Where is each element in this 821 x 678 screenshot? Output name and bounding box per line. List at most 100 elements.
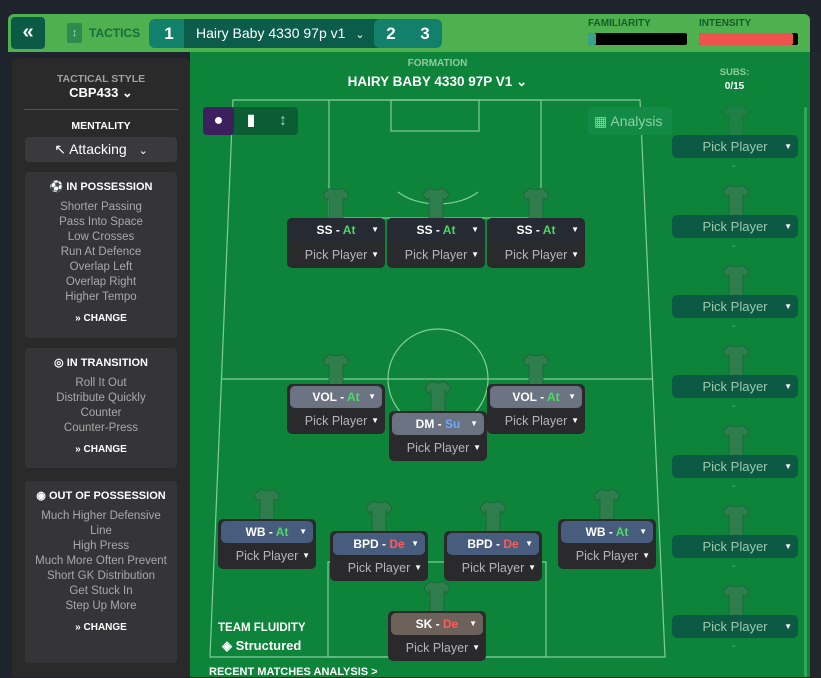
- tactic-slot-1[interactable]: 1: [164, 24, 174, 43]
- defence-icon: ◉: [36, 490, 46, 502]
- player-position-card: BPD - De ▼ Pick Player ▼: [444, 531, 542, 581]
- sub-pick-player-dropdown[interactable]: Pick Player ▼: [672, 535, 798, 558]
- subs-count: 0/15: [724, 81, 745, 92]
- pick-player-dropdown[interactable]: Pick Player ▼: [218, 543, 316, 569]
- tactics-header: « ↕ TACTICS 1 Hairy Baby 4330 97p v1 ⌄ 2…: [8, 14, 810, 52]
- player-shirt-icon: [521, 186, 551, 221]
- in-possession-panel[interactable]: ⚽ IN POSSESSION Shorter Passing Pass Into…: [25, 172, 177, 338]
- formation-dropdown[interactable]: HAIRY BABY 4330 97P V1 ⌄: [347, 74, 528, 89]
- instruction-item: Distribute Quickly: [56, 392, 146, 404]
- out-of-possession-panel[interactable]: ◉ OUT OF POSSESSION Much Higher Defensiv…: [25, 481, 177, 663]
- player-view-icon[interactable]: ●: [203, 107, 234, 135]
- sub-shirt-icon: [721, 183, 751, 218]
- role-duty-dropdown[interactable]: WB - At ▼: [561, 521, 653, 543]
- role-duty-dropdown[interactable]: SS - At ▼: [287, 218, 385, 242]
- pick-player-dropdown[interactable]: Pick Player ▼: [287, 242, 385, 268]
- role-duty-dropdown[interactable]: BPD - De ▼: [333, 533, 425, 555]
- role-duty-dropdown[interactable]: SS - At ▼: [387, 218, 485, 242]
- pitch-area: ● ▮ ↕ ▦ Analysis FORMATION HAIRY BABY 43…: [190, 52, 810, 678]
- dropdown-arrow-icon: ▼: [469, 619, 477, 628]
- sub-pick-player-dropdown[interactable]: Pick Player ▼: [672, 295, 798, 318]
- tactic-slot-2[interactable]: 2: [386, 24, 396, 43]
- dropdown-arrow-icon: ▼: [784, 222, 792, 231]
- back-button[interactable]: «: [11, 17, 45, 49]
- player-shirt-icon: [421, 186, 451, 221]
- formation-label: FORMATION: [407, 58, 468, 69]
- sub-pick-player-dropdown[interactable]: Pick Player ▼: [672, 215, 798, 238]
- dropdown-arrow-icon: ▼: [784, 622, 792, 631]
- tactics-sidebar: TACTICAL STYLE CBP433 ⌄ MENTALITY ↖ Atta…: [12, 58, 190, 677]
- dropdown-arrow-icon: ▼: [784, 142, 792, 151]
- chevron-down-icon: ⌄: [121, 85, 133, 100]
- role-duty-dropdown[interactable]: BPD - De ▼: [447, 533, 539, 555]
- sub-pick-player-dropdown[interactable]: Pick Player ▼: [672, 615, 798, 638]
- mentality-dropdown[interactable]: ↖ Attacking ⌄: [25, 137, 177, 162]
- tactics-icon: ↕: [67, 23, 82, 43]
- double-chevron-left-icon: «: [22, 21, 34, 43]
- dropdown-arrow-icon: ▼: [568, 392, 576, 401]
- role-duty-dropdown[interactable]: SS - At ▼: [487, 218, 585, 242]
- change-in-transition-button[interactable]: » CHANGE: [75, 444, 127, 455]
- instruction-item: Step Up More: [65, 600, 137, 612]
- sub-pick-player-dropdown[interactable]: Pick Player ▼: [672, 455, 798, 478]
- in-transition-panel[interactable]: ◎ IN TRANSITION Roll It Out Distribute Qu…: [25, 348, 177, 468]
- role-duty-dropdown[interactable]: DM - Su ▼: [392, 413, 484, 435]
- role-duty-dropdown[interactable]: SK - De ▼: [391, 613, 483, 635]
- player-shirt-icon: [478, 499, 508, 534]
- dropdown-arrow-icon: ▼: [525, 539, 533, 548]
- player-position-card: SS - At ▼ Pick Player ▼: [387, 218, 485, 268]
- bar-chart-icon[interactable]: ▮: [246, 112, 256, 129]
- dropdown-arrow-icon: ▼: [571, 416, 579, 425]
- pick-player-dropdown[interactable]: Pick Player ▼: [389, 435, 487, 461]
- player-position-card: SK - De ▼ Pick Player ▼: [388, 611, 486, 661]
- tactic-slot-3[interactable]: 3: [420, 24, 430, 43]
- subs-scrollbar[interactable]: [804, 107, 807, 677]
- player-shirt-icon: [364, 499, 394, 534]
- team-fluidity-value: ◈ Structured: [222, 638, 302, 653]
- role-duty-dropdown[interactable]: WB - At ▼: [221, 521, 313, 543]
- tactics-label: TACTICS: [89, 26, 141, 40]
- tactics-icon[interactable]: ↕: [279, 112, 287, 129]
- player-shirt-icon: [521, 352, 551, 387]
- pick-player-dropdown[interactable]: Pick Player ▼: [387, 242, 485, 268]
- analysis-button[interactable]: ▦ Analysis: [588, 107, 672, 135]
- sub-shirt-icon: [721, 263, 751, 298]
- dropdown-arrow-icon: ▼: [473, 443, 481, 452]
- familiarity-label: FAMILIARITY: [588, 18, 651, 29]
- pick-player-dropdown[interactable]: Pick Player ▼: [444, 555, 542, 581]
- change-out-of-possession-button[interactable]: » CHANGE: [75, 622, 127, 633]
- pick-player-dropdown[interactable]: Pick Player ▼: [330, 555, 428, 581]
- role-duty-dropdown[interactable]: VOL - At ▼: [490, 386, 582, 408]
- tactic-name-dropdown[interactable]: Hairy Baby 4330 97p v1 ⌄: [184, 19, 386, 48]
- pick-player-dropdown[interactable]: Pick Player ▼: [487, 408, 585, 434]
- role-duty-dropdown[interactable]: VOL - At ▼: [290, 386, 382, 408]
- intensity-bar[interactable]: [699, 33, 798, 45]
- dropdown-arrow-icon: ▼: [299, 527, 307, 536]
- pick-player-dropdown[interactable]: Pick Player ▼: [287, 408, 385, 434]
- instruction-item: Pass Into Space: [59, 216, 143, 228]
- change-in-possession-button[interactable]: » CHANGE: [75, 313, 127, 324]
- instruction-item: Higher Tempo: [65, 291, 137, 303]
- familiarity-bar[interactable]: [588, 33, 687, 45]
- player-shirt-icon: [252, 487, 282, 522]
- pick-player-dropdown[interactable]: Pick Player ▼: [558, 543, 656, 569]
- instruction-item: High Press: [72, 540, 130, 552]
- pick-player-dropdown[interactable]: Pick Player ▼: [388, 635, 486, 661]
- recent-matches-analysis-link[interactable]: RECENT MATCHES ANALYSIS >: [209, 666, 378, 678]
- dropdown-arrow-icon: ▼: [368, 392, 376, 401]
- dropdown-arrow-icon: ▼: [371, 416, 379, 425]
- dropdown-arrow-icon: ▼: [784, 462, 792, 471]
- divider: [24, 109, 178, 110]
- attacking-arrow-icon: ↖: [54, 141, 66, 157]
- instruction-item: Overlap Right: [65, 276, 137, 288]
- diamond-icon: ◈: [222, 638, 232, 653]
- sub-pick-player-dropdown[interactable]: Pick Player ▼: [672, 135, 798, 158]
- tactical-style-dropdown[interactable]: CBP433 ⌄: [69, 85, 133, 100]
- sub-pick-player-dropdown[interactable]: Pick Player ▼: [672, 375, 798, 398]
- instruction-item: Overlap Left: [69, 261, 133, 273]
- pick-player-dropdown[interactable]: Pick Player ▼: [487, 242, 585, 268]
- player-position-card: WB - At ▼ Pick Player ▼: [558, 519, 656, 569]
- instruction-item: Low Crosses: [67, 231, 135, 243]
- player-shirt-icon: [321, 186, 351, 221]
- dropdown-arrow-icon: ▼: [571, 250, 579, 259]
